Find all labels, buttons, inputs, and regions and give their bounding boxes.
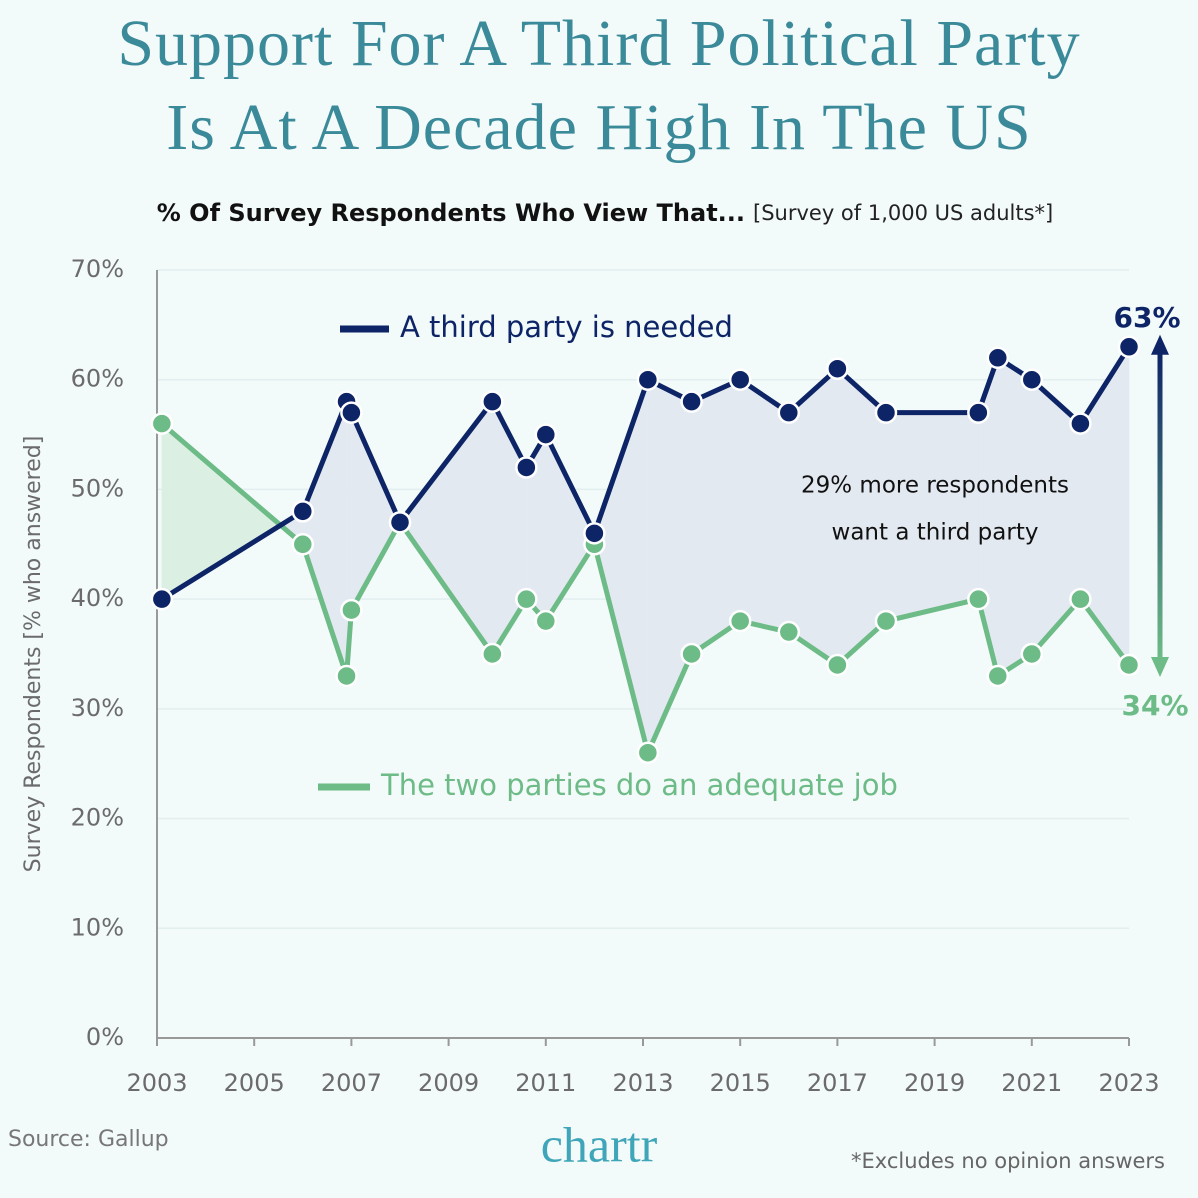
x-tick-label: 2009	[418, 1069, 479, 1097]
marker	[291, 500, 315, 523]
x-tick-label: 2005	[224, 1069, 285, 1097]
end-label: 34%	[1121, 689, 1188, 722]
marker	[1069, 412, 1092, 435]
y-tick-label: 40%	[71, 584, 124, 612]
marker	[388, 511, 412, 534]
marker	[967, 401, 990, 424]
marker	[1117, 335, 1141, 359]
legend-label: A third party is needed	[400, 310, 733, 344]
marker	[1020, 368, 1044, 391]
line	[160, 421, 1132, 756]
marker	[636, 368, 660, 391]
x-tick-label: 2021	[1001, 1069, 1062, 1097]
marker	[874, 401, 898, 424]
y-tick-label: 50%	[71, 474, 124, 502]
x-tick-label: 2019	[904, 1069, 965, 1097]
y-tick-label: 60%	[71, 365, 124, 393]
x-tick-label: 2023	[1098, 1069, 1159, 1097]
footnote: *Excludes no opinion answers	[851, 1149, 1165, 1173]
y-tick-label: 20%	[71, 804, 124, 832]
annotation: want a third party	[832, 520, 1039, 546]
marker	[534, 609, 558, 633]
marker	[777, 401, 801, 424]
marker	[636, 741, 660, 764]
y-tick-label: 30%	[71, 694, 124, 722]
x-tick-label: 2017	[807, 1069, 868, 1097]
marker	[680, 642, 703, 666]
marker	[515, 587, 538, 611]
y-tick-label: 0%	[86, 1023, 124, 1051]
gap-fill	[997, 357, 1033, 677]
y-axis-label: Survey Respondents [% who answered]	[21, 436, 46, 873]
arrow-head	[1151, 334, 1169, 355]
marker	[826, 357, 849, 380]
marker	[515, 456, 538, 479]
brand-logo: chartr	[541, 1116, 658, 1172]
marker	[777, 620, 801, 644]
y-tick-label: 10%	[71, 913, 124, 941]
marker	[1117, 653, 1141, 677]
x-tick-label: 2003	[126, 1069, 187, 1097]
annotation: 29% more respondents	[801, 473, 1069, 499]
marker	[728, 609, 752, 633]
marker	[1020, 642, 1044, 666]
marker	[150, 587, 174, 611]
x-tick-label: 2011	[515, 1069, 576, 1097]
x-tick-label: 2013	[612, 1069, 673, 1097]
chart-title: Is At A Decade High In The US	[166, 91, 1032, 164]
marker	[826, 653, 849, 677]
chart-title: Support For A Third Political Party	[117, 7, 1080, 80]
arrow-head	[1151, 656, 1169, 677]
subtitle-note: [Survey of 1,000 US adults*]	[753, 201, 1053, 225]
gap-arrow	[1157, 352, 1163, 659]
subtitle: % Of Survey Respondents Who View That...	[157, 199, 745, 227]
x-tick-label: 2007	[321, 1069, 382, 1097]
legend-label: The two parties do an adequate job	[380, 768, 898, 802]
marker	[340, 401, 363, 424]
marker	[150, 412, 174, 435]
x-tick-label: 2015	[710, 1069, 771, 1097]
marker	[291, 533, 315, 556]
marker	[534, 423, 558, 446]
source: Source: Gallup	[8, 1127, 169, 1152]
marker	[874, 609, 898, 633]
marker	[680, 390, 703, 413]
end-label: 63%	[1113, 301, 1180, 334]
marker	[728, 368, 752, 391]
y-tick-label: 70%	[71, 255, 124, 283]
marker	[583, 522, 606, 545]
marker	[967, 587, 990, 611]
marker	[481, 390, 504, 413]
chart-subtitle: % Of Survey Respondents Who View That...…	[157, 199, 1053, 227]
marker	[986, 664, 1010, 688]
marker	[1069, 587, 1092, 611]
marker	[340, 598, 363, 622]
marker	[481, 642, 504, 666]
marker	[986, 346, 1010, 370]
marker	[335, 664, 358, 688]
gap-fill	[885, 412, 979, 622]
